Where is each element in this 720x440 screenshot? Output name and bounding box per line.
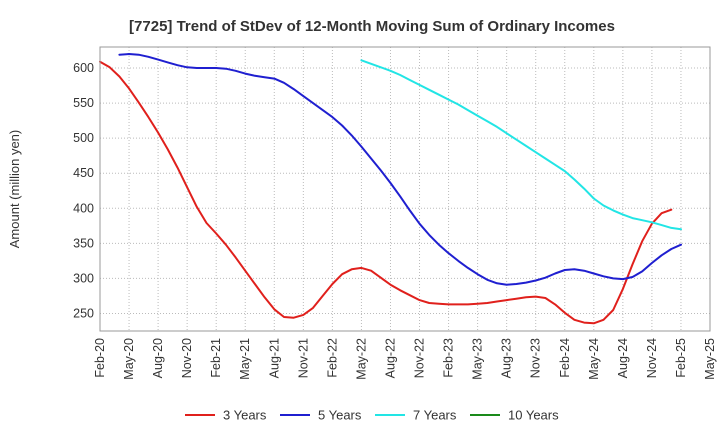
x-tick-label: Feb-25 <box>674 338 688 378</box>
x-tick-label: Feb-21 <box>209 338 223 378</box>
chart-title: [7725] Trend of StDev of 12-Month Moving… <box>129 18 615 35</box>
y-tick-label: 250 <box>73 306 94 320</box>
y-tick-label: 500 <box>73 131 94 145</box>
y-tick-label: 550 <box>73 96 94 110</box>
grid-lines <box>99 47 711 331</box>
x-tick-label: May-24 <box>587 338 601 380</box>
series-lines <box>99 53 682 325</box>
plot-area-frame <box>99 46 711 332</box>
y-tick-label: 300 <box>73 271 94 285</box>
x-tick-label: May-20 <box>122 338 136 380</box>
x-tick-labels: Feb-20 May-20 Aug-20 Nov-20 Feb-21 May-21 Aug-… <box>93 338 717 380</box>
x-tick-label: Aug-23 <box>500 338 514 378</box>
x-tick-label: Feb-23 <box>442 338 456 378</box>
series-line-2 <box>360 59 682 231</box>
x-tick-label: Feb-22 <box>325 338 339 378</box>
x-tick-label: Aug-21 <box>267 338 281 378</box>
legend: 3 Years 5 Years 7 Years 10 Years <box>185 408 559 423</box>
x-tick-label: Nov-22 <box>413 338 427 378</box>
legend-label: 7 Years <box>413 408 457 423</box>
legend-label: 10 Years <box>508 408 559 423</box>
x-tick-label: May-21 <box>238 338 252 380</box>
x-tick-label: Aug-24 <box>616 338 630 378</box>
x-tick-label: May-25 <box>703 338 717 380</box>
series-line-1 <box>118 53 682 286</box>
x-tick-label: May-23 <box>471 338 485 380</box>
x-tick-label: Nov-21 <box>296 338 310 378</box>
legend-label: 3 Years <box>223 408 267 423</box>
x-tick-label: Feb-20 <box>93 338 107 378</box>
x-tick-label: May-22 <box>354 338 368 380</box>
y-tick-labels: 250 300 350 400 450 500 550 600 <box>73 61 94 320</box>
x-tick-label: Nov-23 <box>529 338 543 378</box>
y-tick-label: 600 <box>73 61 94 75</box>
x-tick-label: Nov-24 <box>645 338 659 378</box>
y-tick-label: 450 <box>73 166 94 180</box>
y-tick-label: 400 <box>73 201 94 215</box>
legend-label: 5 Years <box>318 408 362 423</box>
x-tick-label: Nov-20 <box>180 338 194 378</box>
x-tick-label: Aug-22 <box>383 338 397 378</box>
y-axis-title: Amount (million yen) <box>7 130 22 249</box>
x-tick-label: Feb-24 <box>558 338 572 378</box>
series-line-0 <box>99 60 673 325</box>
y-tick-label: 350 <box>73 236 94 250</box>
x-tick-label: Aug-20 <box>151 338 165 378</box>
